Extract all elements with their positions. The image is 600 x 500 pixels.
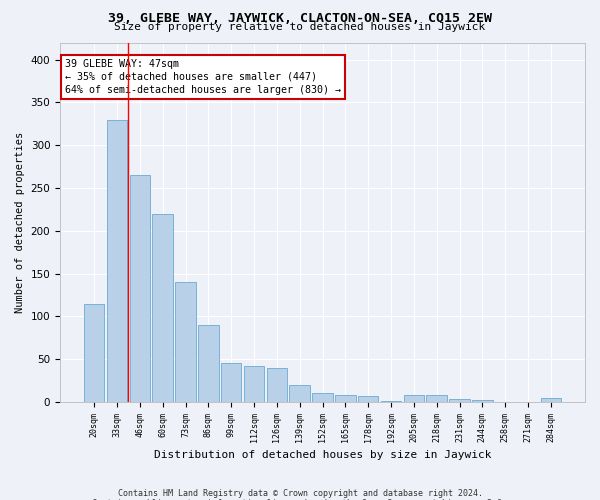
Text: Size of property relative to detached houses in Jaywick: Size of property relative to detached ho… (115, 22, 485, 32)
Bar (381, 401, 401, 402)
Bar (107, 120, 127, 402)
Bar (221, 364, 241, 402)
Text: Contains HM Land Registry data © Crown copyright and database right 2024.: Contains HM Land Registry data © Crown c… (118, 488, 482, 498)
Bar (198, 325, 218, 402)
Text: Contains public sector information licensed under the Open Government Licence v3: Contains public sector information licen… (92, 498, 508, 500)
Y-axis label: Number of detached properties: Number of detached properties (15, 132, 25, 313)
Bar (312, 394, 333, 402)
Bar (152, 214, 173, 402)
Bar (244, 366, 264, 402)
Bar (472, 400, 493, 402)
X-axis label: Distribution of detached houses by size in Jaywick: Distribution of detached houses by size … (154, 450, 491, 460)
Bar (541, 398, 561, 402)
Bar (130, 175, 150, 402)
Text: 39 GLEBE WAY: 47sqm
← 35% of detached houses are smaller (447)
64% of semi-detac: 39 GLEBE WAY: 47sqm ← 35% of detached ho… (65, 58, 341, 95)
Bar (449, 400, 470, 402)
Bar (84, 304, 104, 402)
Bar (266, 368, 287, 402)
Bar (358, 396, 379, 402)
Bar (427, 395, 447, 402)
Bar (289, 385, 310, 402)
Bar (404, 395, 424, 402)
Text: 39, GLEBE WAY, JAYWICK, CLACTON-ON-SEA, CO15 2EW: 39, GLEBE WAY, JAYWICK, CLACTON-ON-SEA, … (108, 12, 492, 26)
Bar (335, 395, 356, 402)
Bar (175, 282, 196, 402)
